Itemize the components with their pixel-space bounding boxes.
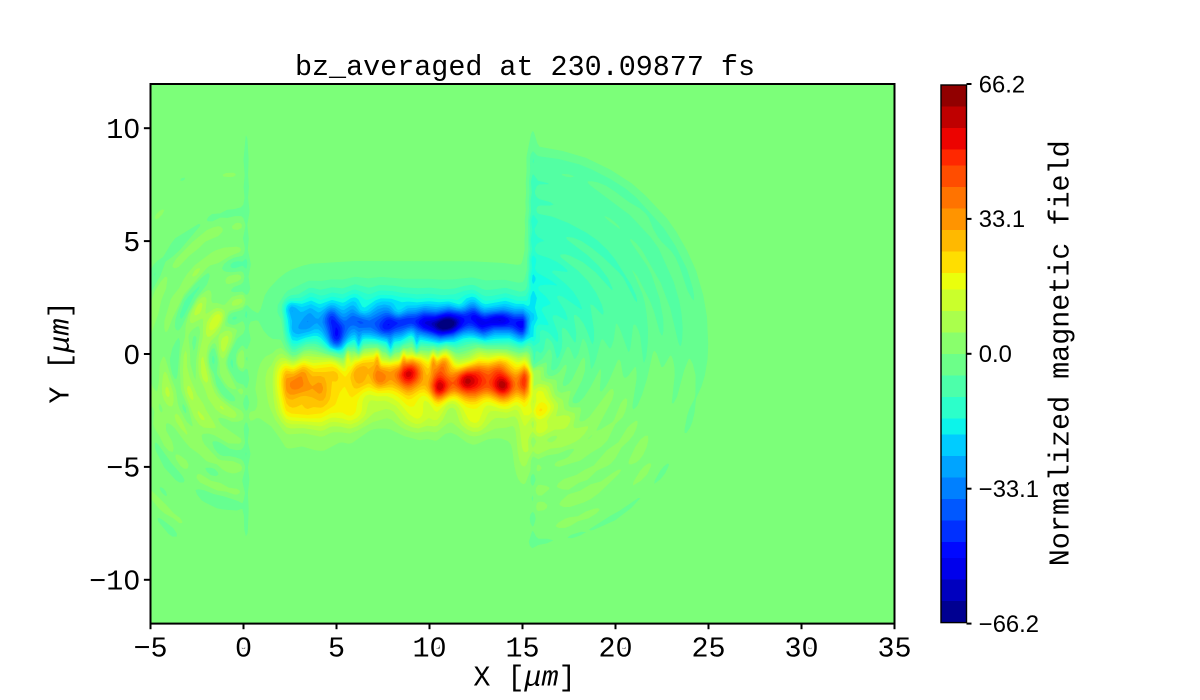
svg-text:25: 25	[691, 632, 725, 665]
svg-text:10: 10	[412, 632, 446, 665]
svg-text:−10: −10	[89, 566, 140, 599]
svg-text:30: 30	[784, 632, 818, 665]
svg-text:−5: −5	[106, 453, 140, 486]
svg-text:66.2: 66.2	[979, 71, 1025, 98]
svg-text:5: 5	[123, 227, 140, 260]
svg-text:−5: −5	[133, 632, 167, 665]
svg-text:Y [μm]: Y [μm]	[45, 301, 78, 403]
svg-text:5: 5	[328, 632, 345, 665]
svg-text:15: 15	[505, 632, 539, 665]
svg-text:X [μm]: X [μm]	[473, 662, 575, 695]
svg-text:0: 0	[235, 632, 252, 665]
svg-text:10: 10	[106, 114, 140, 147]
svg-text:bz_averaged at 230.09877 fs: bz_averaged at 230.09877 fs	[295, 51, 755, 84]
svg-text:0.0: 0.0	[979, 341, 1012, 368]
svg-text:33.1: 33.1	[979, 206, 1025, 233]
svg-text:20: 20	[598, 632, 632, 665]
svg-text:35: 35	[877, 632, 911, 665]
svg-text:−66.2: −66.2	[979, 611, 1039, 638]
svg-text:Normalized magnetic field: Normalized magnetic field	[1045, 140, 1078, 566]
svg-text:−33.1: −33.1	[979, 476, 1039, 503]
